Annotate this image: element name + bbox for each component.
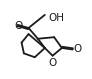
Text: O: O [74, 44, 82, 54]
Text: O: O [48, 58, 57, 68]
Text: O: O [15, 21, 23, 31]
Text: OH: OH [48, 13, 64, 23]
